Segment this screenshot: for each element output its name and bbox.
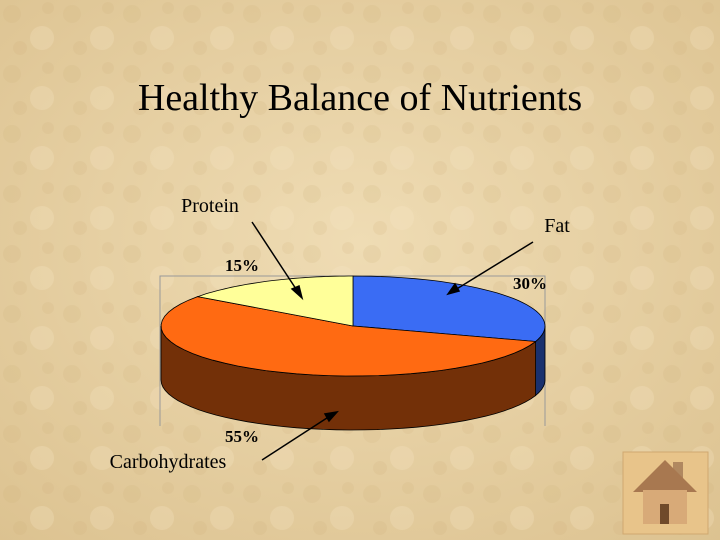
value-label: 15% [225, 256, 259, 275]
arrow [261, 415, 331, 461]
category-label: Fat [544, 215, 570, 237]
pie-chart: 30% Fat 55% Carbohydrates 15% Protein [110, 195, 571, 473]
home-door [660, 504, 669, 524]
slice [352, 275, 546, 342]
home-chimney [673, 462, 683, 482]
arrow [251, 221, 299, 293]
arrow-head [446, 282, 461, 296]
home-button[interactable] [622, 451, 709, 535]
annotation-arrows [251, 221, 534, 461]
value-label: 55% [225, 427, 259, 446]
arrow [454, 241, 534, 291]
category-label: Protein [181, 195, 239, 217]
arrow-head [290, 284, 304, 301]
home-roof [633, 460, 697, 492]
slice [160, 296, 537, 377]
arrow-head [323, 410, 339, 423]
slice [196, 275, 354, 327]
slide-title: Healthy Balance of Nutrients [138, 77, 582, 119]
value-label: 30% [513, 274, 547, 293]
category-label: Carbohydrates [110, 451, 227, 473]
